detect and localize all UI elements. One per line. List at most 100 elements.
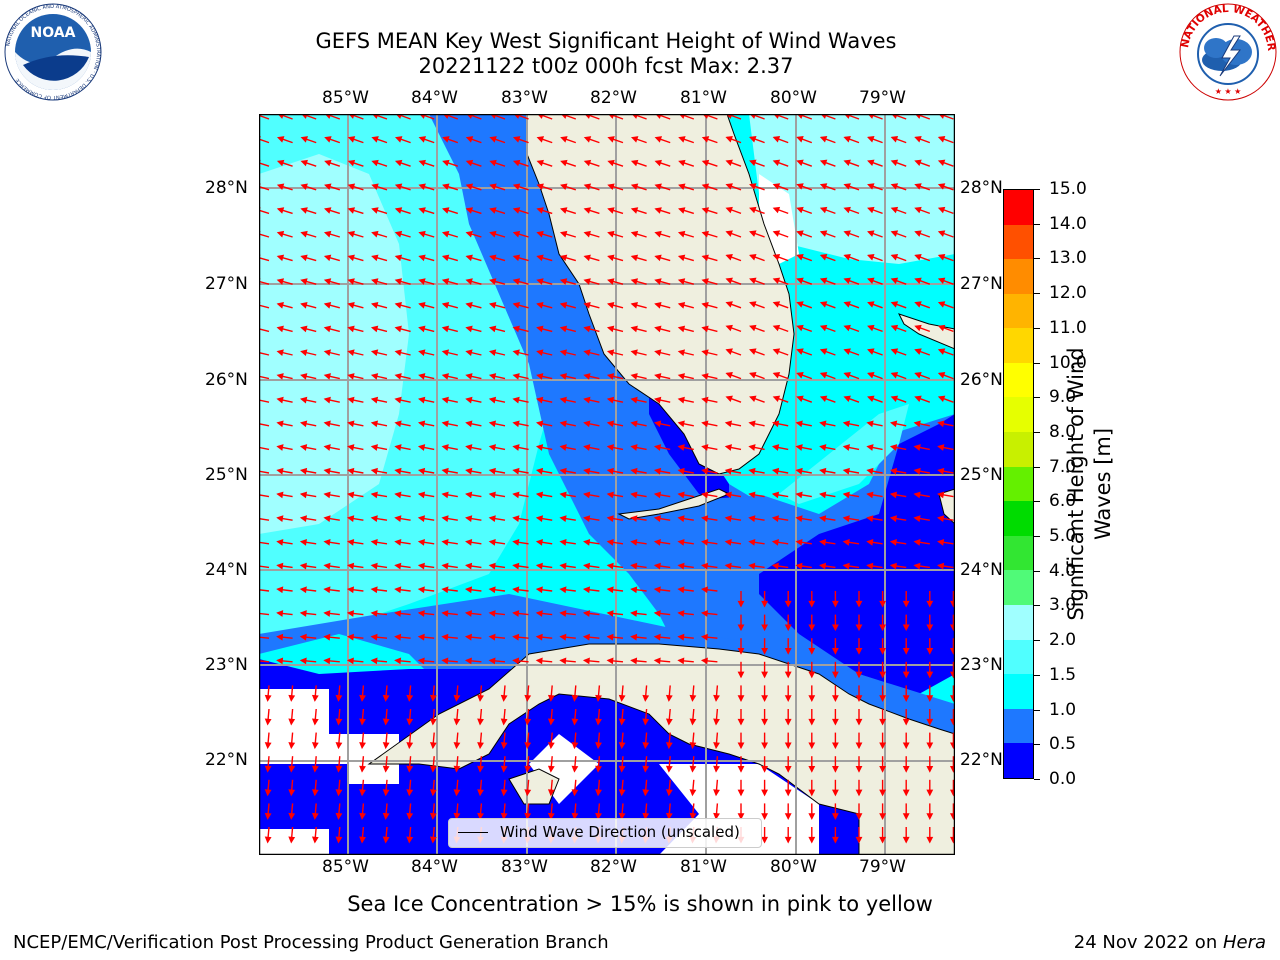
wave-direction-arrowhead <box>665 742 673 750</box>
wave-direction-arrowhead <box>653 444 662 451</box>
wave-direction-arrowhead <box>913 562 921 570</box>
wave-direction-arrowhead <box>653 420 662 428</box>
wave-direction-arrowhead <box>488 467 496 475</box>
wave-direction-arrowhead <box>477 812 484 820</box>
wave-direction-arrowhead <box>371 278 379 285</box>
wave-direction-arrow <box>259 375 270 380</box>
wave-direction-arrowhead <box>607 301 615 309</box>
wave-direction-arrowhead <box>630 515 638 523</box>
wave-direction-arrowhead <box>677 325 686 333</box>
wave-direction-arrowhead <box>335 694 343 702</box>
title-line-1: GEFS MEAN Key West Significant Height of… <box>315 29 897 53</box>
wave-direction-arrowhead <box>902 836 910 844</box>
wave-direction-arrowhead <box>665 789 673 797</box>
wave-direction-arrowhead <box>276 491 284 499</box>
lon-label-bottom: 84°W <box>411 857 458 877</box>
wave-direction-arrowhead <box>524 718 532 726</box>
colorbar-tick-label: 11.0 <box>1049 317 1087 338</box>
wave-direction-arrowhead <box>879 742 887 750</box>
wave-direction-arrowhead <box>761 624 769 632</box>
wave-direction-arrowhead <box>441 254 450 262</box>
wave-direction-arrowhead <box>347 396 355 404</box>
colorbar-tick-label: 10.0 <box>1049 352 1087 373</box>
wave-direction-arrow <box>259 517 270 521</box>
wave-direction-arrowhead <box>889 562 897 570</box>
wave-direction-arrowhead <box>465 396 473 404</box>
wave-direction-arrowhead <box>772 183 781 190</box>
wave-direction-arrowhead <box>324 159 332 167</box>
lat-label-right: 23°N <box>960 655 1003 675</box>
wave-direction-arrowhead <box>311 718 319 726</box>
wave-direction-arrowhead <box>772 324 781 332</box>
wave-direction-arrowhead <box>465 325 473 333</box>
wave-direction-arrowhead <box>677 254 686 262</box>
wave-direction-arrowhead <box>453 765 461 773</box>
wave-direction-arrowhead <box>559 586 567 594</box>
wave-direction-arrowhead <box>559 325 568 333</box>
wave-direction-arrowhead <box>441 301 450 309</box>
wave-direction-arrowhead <box>346 633 354 641</box>
wave-direction-arrowhead <box>784 742 792 750</box>
wave-direction-arrowhead <box>654 159 662 167</box>
wave-direction-arrowhead <box>429 718 437 726</box>
wave-direction-arrowhead <box>653 467 662 475</box>
wave-direction-arrowhead <box>512 349 520 357</box>
map-legend: Wind Wave Direction (unscaled) <box>448 818 762 848</box>
wave-direction-arrowhead <box>465 515 473 523</box>
wave-direction-arrowhead <box>606 633 614 641</box>
wave-direction-arrowhead <box>394 136 403 143</box>
legend-line-swatch <box>458 832 488 833</box>
wave-direction-arrowhead <box>417 633 425 641</box>
wave-direction-arrowhead <box>843 301 851 308</box>
wave-direction-arrowhead <box>630 420 638 428</box>
wave-direction-arrowhead <box>749 159 757 167</box>
wave-direction-arrowhead <box>465 183 474 191</box>
wave-direction-arrowhead <box>677 491 685 499</box>
wave-direction-arrowhead <box>512 633 520 641</box>
wave-direction-arrowhead <box>819 230 828 237</box>
wave-direction-arrowhead <box>583 278 591 285</box>
wave-direction-arrowhead <box>370 420 379 428</box>
wave-direction-arrowhead <box>418 207 426 214</box>
wave-direction-arrowhead <box>725 254 733 261</box>
wave-direction-arrowhead <box>299 562 307 570</box>
wave-direction-arrowhead <box>867 254 875 261</box>
wave-direction-arrowhead <box>855 836 863 844</box>
wave-direction-arrowhead <box>677 657 685 665</box>
wave-direction-arrowhead <box>937 230 946 237</box>
isla-juventud <box>508 768 560 805</box>
wave-direction-arrowhead <box>819 420 827 428</box>
wave-direction-arrowhead <box>488 633 496 641</box>
wave-direction-arrowhead <box>559 230 568 238</box>
wave-direction-arrowhead <box>654 207 662 214</box>
wave-direction-arrowhead <box>524 742 532 750</box>
lat-label-right: 22°N <box>960 750 1003 770</box>
wave-direction-arrowhead <box>914 159 922 167</box>
wave-direction-arrowhead <box>559 538 567 546</box>
wave-direction-arrowhead <box>559 396 567 404</box>
wave-direction-arrow <box>259 304 270 309</box>
wave-direction-arrowhead <box>323 230 332 238</box>
wave-direction-arrowhead <box>300 373 308 380</box>
wave-direction-arrowhead <box>535 610 543 617</box>
wave-direction-arrowhead <box>441 562 449 570</box>
wave-direction-arrowhead <box>583 325 591 333</box>
wave-direction-arrowhead <box>866 515 874 523</box>
wave-direction-arrowhead <box>299 467 308 475</box>
wave-direction-arrowhead <box>701 183 710 191</box>
wave-direction-arrowhead <box>808 718 816 726</box>
wave-direction-arrowhead <box>772 372 781 379</box>
wave-direction-arrowhead <box>347 159 356 167</box>
wave-direction-arrowhead <box>324 207 332 214</box>
wave-direction-arrowhead <box>937 562 945 570</box>
wave-direction-arrow <box>259 446 270 451</box>
wave-direction-arrowhead <box>441 230 450 238</box>
wave-direction-arrowhead <box>465 301 473 309</box>
wave-direction-arrowhead <box>264 718 272 726</box>
wave-direction-arrowhead <box>879 718 887 726</box>
wave-direction-arrowhead <box>276 586 284 594</box>
wave-direction-arrowhead <box>500 694 508 702</box>
wave-direction-arrowhead <box>630 538 638 546</box>
wave-direction-arrowhead <box>890 395 899 403</box>
wave-direction-arrowhead <box>937 277 946 285</box>
